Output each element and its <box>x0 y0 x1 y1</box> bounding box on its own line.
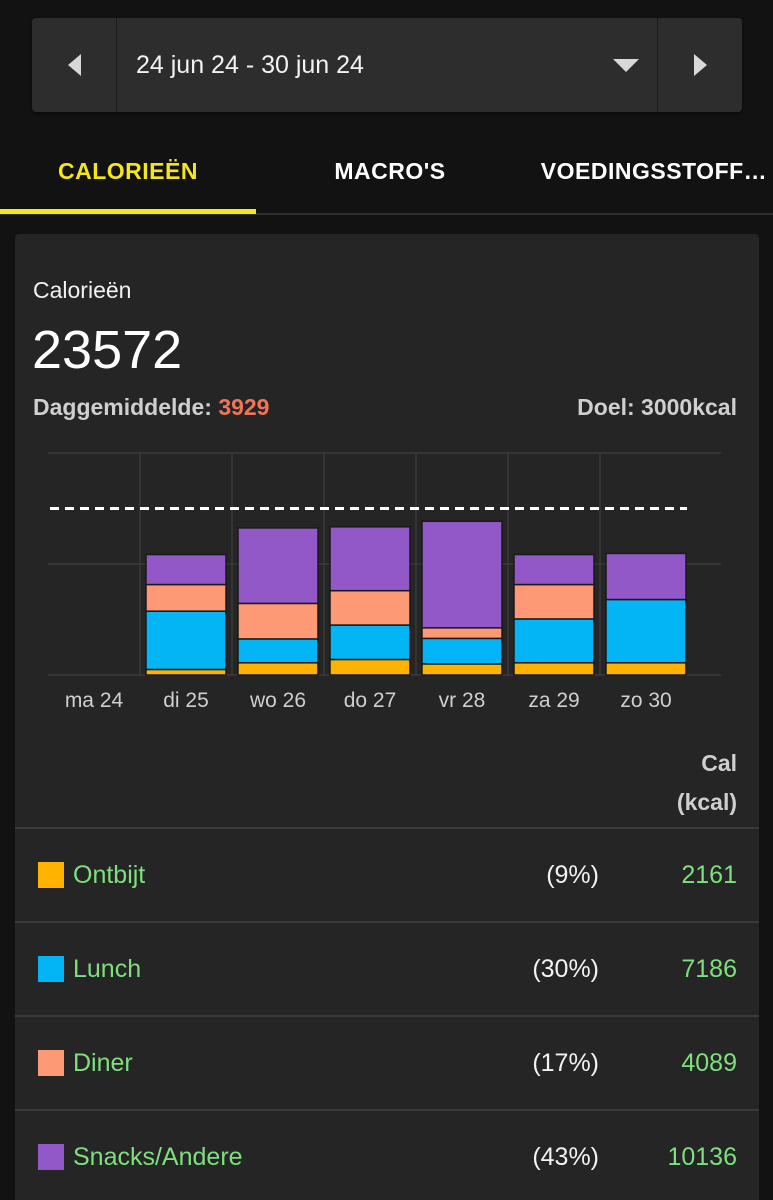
bar-segment <box>329 624 411 661</box>
bar-segment <box>237 638 319 664</box>
dinner-color-swatch <box>38 1050 64 1076</box>
bar-segment <box>145 553 227 586</box>
total-calories: 23572 <box>32 320 183 380</box>
meal-row-lunch[interactable]: Lunch (30%) 7186 <box>15 921 759 1015</box>
snacks-color-swatch <box>38 1144 64 1170</box>
x-tick-label: di 25 <box>163 689 209 712</box>
meal-calories: 4089 <box>681 1048 737 1077</box>
meal-row-breakfast[interactable]: Ontbijt (9%) 2161 <box>15 827 759 921</box>
daily-average: Daggemiddelde: 3929 <box>33 394 269 421</box>
bar-segment <box>513 662 595 676</box>
meal-name: Diner <box>73 1048 133 1077</box>
date-range-selector: 24 jun 24 - 30 jun 24 <box>32 18 742 112</box>
next-week-button[interactable] <box>657 18 742 112</box>
meal-calories: 7186 <box>681 954 737 983</box>
bar-segment <box>605 552 687 601</box>
bar-segment <box>237 602 319 640</box>
meal-percentage: (17%) <box>532 1048 599 1077</box>
meal-name: Lunch <box>73 954 142 983</box>
bar-segment <box>421 663 503 676</box>
x-tick-label: do 27 <box>344 689 397 712</box>
lunch-color-swatch <box>38 956 64 982</box>
bar-segment <box>513 618 595 664</box>
tab-nutrients[interactable]: VOEDINGSSTOFF… <box>540 158 768 184</box>
calories-bar-chart: ma 24 di 25 wo 26 do 27 vr 28 za 29 zo 30 <box>48 452 721 712</box>
meal-row-dinner[interactable]: Diner (17%) 4089 <box>15 1015 759 1109</box>
bar-segment <box>605 598 687 664</box>
x-tick-label: zo 30 <box>620 689 671 712</box>
tab-macros[interactable]: MACRO'S <box>334 158 446 184</box>
meal-calories: 2161 <box>681 860 737 889</box>
bar-segment <box>237 527 319 605</box>
bar-segment <box>421 520 503 629</box>
meal-percentage: (30%) <box>532 954 599 983</box>
calories-column-header-line2: (kcal) <box>676 789 737 815</box>
bar-segment <box>421 637 503 665</box>
x-tick-label: ma 24 <box>65 689 124 712</box>
bar-segment <box>145 668 227 676</box>
meal-percentage: (43%) <box>532 1142 599 1171</box>
chevron-right-icon <box>693 54 707 76</box>
bar-segment <box>605 662 687 676</box>
daily-average-value: 3929 <box>218 394 270 420</box>
calories-column-header: Cal (kcal) <box>677 744 737 822</box>
chevron-left-icon <box>67 54 81 76</box>
calories-column-header-line1: Cal <box>701 750 737 776</box>
meal-name: Ontbijt <box>73 860 146 889</box>
bar-segment <box>329 526 411 592</box>
meal-row-snacks[interactable]: Snacks/Andere (43%) 10136 <box>15 1109 759 1200</box>
tab-calories[interactable]: CALORIEËN <box>58 158 198 184</box>
calories-card: Calorieën 23572 Daggemiddelde: 3929 Doel… <box>15 234 759 1200</box>
breakfast-color-swatch <box>38 862 64 888</box>
bar-segment <box>329 658 411 676</box>
calorie-goal: Doel: 3000kcal <box>577 394 737 420</box>
bar-segment <box>513 553 595 586</box>
bar-segment <box>421 627 503 640</box>
bar-segment <box>145 610 227 671</box>
daily-average-label: Daggemiddelde: <box>33 394 219 420</box>
date-range-dropdown[interactable]: 24 jun 24 - 30 jun 24 <box>117 18 657 112</box>
bar-segment <box>145 583 227 612</box>
bar-segment <box>237 662 319 676</box>
meal-name: Snacks/Andere <box>73 1142 243 1171</box>
bar-segment <box>513 583 595 620</box>
x-tick-label: vr 28 <box>439 689 486 712</box>
meal-calories: 10136 <box>667 1142 737 1171</box>
date-range-label: 24 jun 24 - 30 jun 24 <box>136 50 364 79</box>
tab-bar: CALORIEËN MACRO'S VOEDINGSSTOFF… <box>0 130 773 215</box>
bar-segment <box>329 589 411 626</box>
active-tab-indicator <box>0 209 256 214</box>
x-tick-label: za 29 <box>528 689 579 712</box>
meal-percentage: (9%) <box>546 860 599 889</box>
chevron-down-icon <box>613 58 639 72</box>
previous-week-button[interactable] <box>32 18 117 112</box>
x-tick-label: wo 26 <box>249 689 306 712</box>
card-title: Calorieën <box>33 277 132 303</box>
